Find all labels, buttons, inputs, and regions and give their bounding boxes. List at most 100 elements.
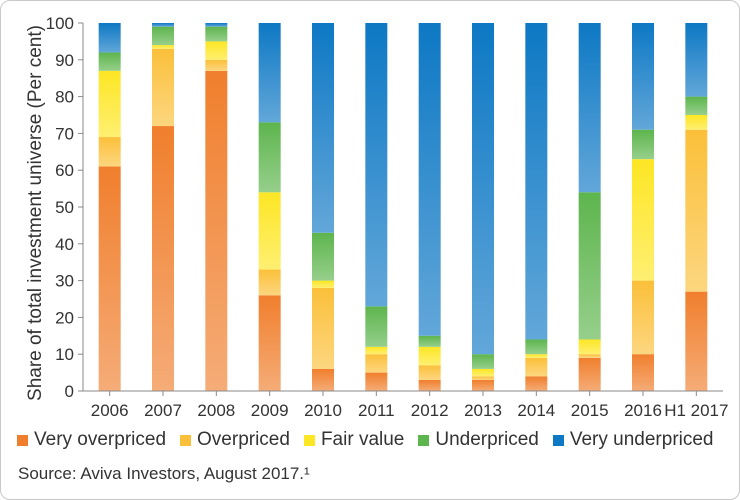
y-tick-label: 50 <box>55 198 74 217</box>
bar-2007-fair-value <box>152 45 174 49</box>
bar-2009-very-underpriced <box>258 23 281 123</box>
legend-item: Very overpriced <box>17 429 166 451</box>
bar-2016-fair-value <box>632 159 654 281</box>
bar-2015-underpriced <box>578 192 601 340</box>
x-tick-label: 2014 <box>517 401 555 420</box>
legend-swatch <box>303 434 315 446</box>
legend-swatch <box>17 434 28 446</box>
y-axis-label: Share of total investment universe (Per … <box>25 25 46 401</box>
legend-label: Underpriced <box>435 429 539 450</box>
x-tick-label: 2013 <box>464 401 502 420</box>
x-tick-label: 2008 <box>197 401 235 420</box>
bar-2016-underpriced <box>632 129 654 160</box>
bar-2006-underpriced <box>98 52 121 71</box>
bar-2007-very-underpriced <box>152 23 174 27</box>
legend-swatch <box>418 434 430 446</box>
bar-2012-underpriced <box>418 335 441 347</box>
y-tick-label: 0 <box>65 382 74 401</box>
x-tick-label: 2012 <box>411 401 449 420</box>
bar-2012-very-overpriced <box>418 379 441 391</box>
legend: Very overpriced Overpriced Fair value Under… <box>17 429 728 451</box>
bar-h1-2017-underpriced <box>685 96 708 115</box>
bar-2008-overpriced <box>205 59 228 71</box>
bar-2015-overpriced <box>578 354 601 358</box>
bar-2015-very-overpriced <box>578 357 601 391</box>
bar-2010-very-overpriced <box>312 368 334 391</box>
bar-2008-fair-value <box>205 41 228 60</box>
bar-2013-fair-value <box>472 368 494 377</box>
bar-2013-underpriced <box>472 354 494 369</box>
bar-2008-very-underpriced <box>205 23 228 27</box>
bar-2007-overpriced <box>152 48 174 127</box>
bar-h1-2017-very-overpriced <box>685 291 708 391</box>
bar-2011-very-underpriced <box>365 23 388 307</box>
bar-2014-very-underpriced <box>525 23 548 340</box>
bar-2009-very-overpriced <box>258 295 281 391</box>
y-tick-label: 80 <box>55 88 74 107</box>
legend-item: Fair value <box>303 429 405 451</box>
bar-2010-very-underpriced <box>312 23 334 233</box>
bar-2009-fair-value <box>258 192 281 270</box>
y-tick-label: 10 <box>55 345 74 364</box>
y-tick-label: 100 <box>46 14 74 33</box>
x-tick-label: 2007 <box>144 401 182 420</box>
axes-layer: 0 10 20 30 40 50 60 70 80 90 100 2006 2007 2008 2009 20… <box>46 14 729 420</box>
bar-2006-overpriced <box>98 137 121 167</box>
x-tick-label: 2009 <box>251 401 289 420</box>
bar-h1-2017-overpriced <box>685 129 708 292</box>
bar-h1-2017-fair-value <box>685 115 708 130</box>
bar-2015-very-underpriced <box>578 23 601 193</box>
legend-item: Overpriced <box>180 429 290 451</box>
y-tick-label: 20 <box>55 308 74 327</box>
legend-label: Overpriced <box>197 429 290 450</box>
bar-2007-very-overpriced <box>152 126 174 391</box>
legend-item: Underpriced <box>418 429 539 451</box>
legend-label: Fair value <box>320 429 405 450</box>
bar-2006-very-underpriced <box>98 23 121 53</box>
bar-2006-fair-value <box>98 70 121 138</box>
bar-2011-underpriced <box>365 306 388 347</box>
bar-2014-underpriced <box>525 339 548 355</box>
bar-2008-underpriced <box>205 26 228 42</box>
bar-2006-very-overpriced <box>98 166 121 391</box>
bar-2011-fair-value <box>365 346 388 355</box>
bar-2016-overpriced <box>632 280 654 355</box>
y-tick-label: 60 <box>55 161 74 180</box>
source-note: Source: Aviva Investors, August 2017.¹ <box>18 464 310 483</box>
bar-2014-very-overpriced <box>525 376 548 391</box>
bar-h1-2017-very-underpriced <box>685 23 708 97</box>
bar-2008-very-overpriced <box>205 70 228 391</box>
bar-2013-very-underpriced <box>472 23 494 355</box>
legend-label: Very overpriced <box>34 429 167 450</box>
bar-2010-fair-value <box>312 280 334 288</box>
x-tick-label: 2016 <box>624 401 662 420</box>
legend-swatch <box>180 434 192 446</box>
bar-2014-overpriced <box>525 357 548 377</box>
bar-2012-fair-value <box>418 346 441 366</box>
bar-2015-fair-value <box>578 339 601 355</box>
bar-2016-very-underpriced <box>632 23 654 130</box>
bar-2012-overpriced <box>418 365 441 380</box>
y-tick-label: 90 <box>55 51 74 70</box>
bar-2011-very-overpriced <box>365 372 388 391</box>
x-tick-label: H1 2017 <box>664 401 728 420</box>
bar-2016-very-overpriced <box>632 354 654 391</box>
x-tick-label: 2006 <box>91 401 129 420</box>
bar-2013-overpriced <box>472 376 494 380</box>
legend-swatch <box>552 434 564 446</box>
bar-2011-overpriced <box>365 354 388 373</box>
bar-2009-overpriced <box>258 269 281 296</box>
bar-2009-underpriced <box>258 122 281 193</box>
bar-2010-underpriced <box>312 232 334 281</box>
bar-2010-overpriced <box>312 287 334 369</box>
bar-2013-very-overpriced <box>472 379 494 391</box>
y-tick-label: 30 <box>55 272 74 291</box>
y-tick-label: 40 <box>55 235 74 254</box>
x-tick-label: 2011 <box>358 401 395 420</box>
legend-label: Very underpriced <box>569 429 714 450</box>
bars-layer <box>98 23 708 391</box>
bar-2014-fair-value <box>525 354 548 358</box>
x-tick-label: 2015 <box>571 401 609 420</box>
y-tick-label: 70 <box>55 124 74 143</box>
